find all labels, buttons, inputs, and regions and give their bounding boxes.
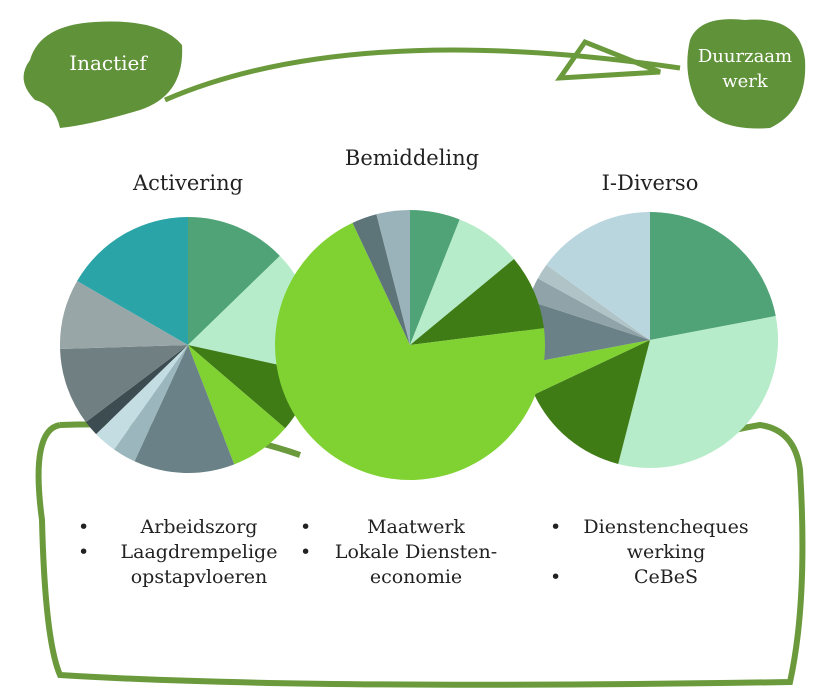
list: Arbeidszorg Laagdrempelige opstapvloeren [78, 515, 298, 590]
list-item: Arbeidszorg [78, 515, 298, 540]
list-item: CeBeS [550, 565, 760, 590]
start-blob [23, 21, 183, 128]
end-label: werk [722, 71, 769, 92]
pie-title: Bemiddeling [345, 146, 479, 170]
pie-slice [528, 278, 650, 340]
pie-slice [410, 258, 544, 345]
list: Dienstencheques werking CeBeS [550, 515, 760, 590]
list-item: Lokale Diensten- economie [300, 540, 510, 590]
pie-slice [650, 212, 776, 340]
progress-arrow [164, 47, 681, 103]
pie-slice [114, 345, 188, 462]
arrow-head [555, 38, 661, 81]
pie-slice [376, 210, 410, 345]
list-item: Laagdrempelige opstapvloeren [78, 540, 298, 590]
pie-slice [534, 340, 650, 464]
end-label: Duurzaam [698, 46, 792, 67]
pie-slice [352, 214, 410, 345]
pie-slice [546, 212, 650, 340]
pie-slice [524, 340, 650, 395]
pie-slice [618, 316, 778, 468]
pie-slice [60, 345, 188, 423]
pie-slice [96, 345, 188, 450]
pie-slice [522, 300, 650, 364]
pie-slice [537, 264, 650, 340]
pie-slice [188, 217, 280, 345]
list-item: Maatwerk [300, 515, 510, 540]
pie-slice [188, 345, 286, 465]
pie-slice [410, 219, 515, 345]
pie-slice [134, 345, 235, 473]
start-label: Inactief [69, 51, 148, 75]
list-item: Dienstencheques werking [550, 515, 760, 565]
pie-title: I-Diverso [602, 171, 699, 195]
list: Maatwerk Lokale Diensten- economie [300, 515, 510, 590]
pie-slice [274, 222, 545, 481]
end-blob [687, 19, 806, 129]
pie-title: Activering [132, 171, 243, 195]
pie-slice [77, 217, 188, 345]
pie-slice [410, 210, 460, 345]
pie-slice [60, 281, 188, 349]
pie-slice [85, 345, 188, 435]
